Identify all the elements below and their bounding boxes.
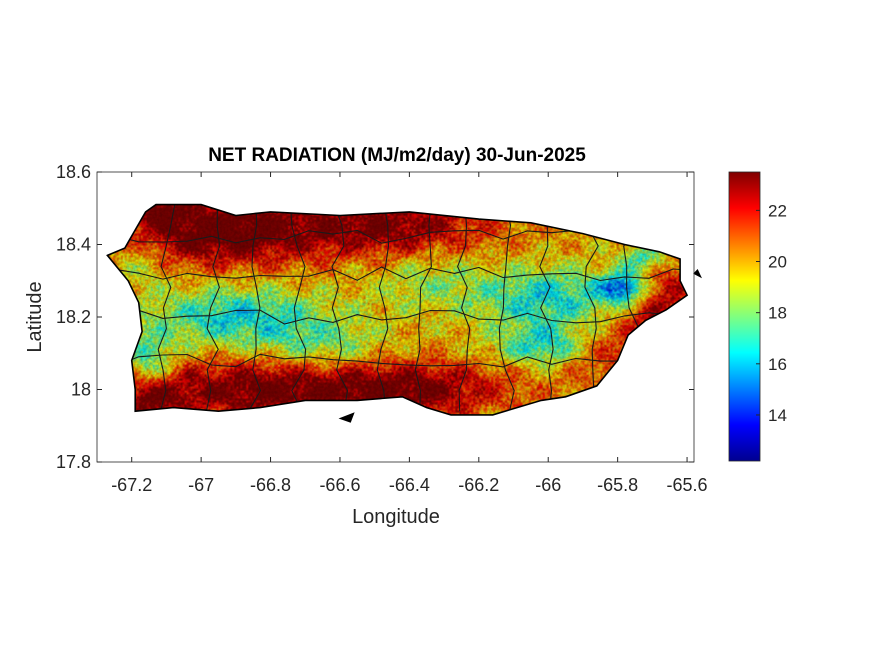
- x-tick-label: -65.6: [667, 475, 708, 495]
- colorbar-ticks: 14 16 18 20 22: [756, 201, 787, 425]
- municipality-borders: [114, 204, 688, 412]
- x-tick-label: -66.8: [250, 475, 291, 495]
- colorbar-tick-label: 16: [768, 355, 787, 374]
- y-tick-label: 18.6: [56, 162, 91, 182]
- map-title: NET RADIATION (MJ/m2/day) 30-Jun-2025: [208, 145, 586, 166]
- x-tick-label: -65.8: [597, 475, 638, 495]
- x-axis-ticks: -67.2 -67 -66.8 -66.6 -66.4 -66.2 -66 -65.8 -65.…: [111, 172, 708, 495]
- x-tick-label: -66.2: [458, 475, 499, 495]
- x-tick-label: -67: [188, 475, 214, 495]
- x-axis-label: Longitude: [352, 506, 440, 528]
- border-line-ew-1: [114, 309, 688, 325]
- colorbar-tick-label: 18: [768, 304, 787, 323]
- islet-1: [693, 269, 702, 279]
- colorbar-tick-label: 14: [768, 406, 787, 425]
- y-tick-label: 18.2: [56, 307, 91, 327]
- border-line-ns-10: [584, 204, 599, 412]
- border-line-ns-9: [539, 204, 554, 412]
- colorbar: [728, 171, 761, 462]
- colorbar-tick-label: 22: [768, 201, 787, 220]
- y-axis-ticks: 17.8 18 18.2 18.4 18.6: [56, 162, 694, 472]
- colorbar-tick-label: 20: [768, 253, 787, 272]
- border-line-ns-0: [157, 204, 176, 412]
- border-line-ns-6: [414, 204, 432, 412]
- border-line-ns-7: [457, 204, 471, 412]
- x-tick-label: -67.2: [111, 475, 152, 495]
- border-line-ns-1: [205, 204, 221, 412]
- y-axis-label: Latitude: [24, 281, 46, 352]
- border-line-ns-3: [290, 204, 307, 412]
- x-tick-label: -66: [535, 475, 561, 495]
- border-line-ew-0: [114, 353, 688, 368]
- y-tick-label: 18: [71, 380, 91, 400]
- border-line-ns-5: [376, 204, 390, 412]
- border-line-ew-2: [114, 266, 688, 282]
- x-tick-label: -66.4: [389, 475, 430, 495]
- border-line-ns-4: [331, 204, 349, 412]
- island-outline: [106, 203, 689, 416]
- y-tick-label: 18.4: [56, 235, 91, 255]
- islets: [338, 269, 702, 423]
- y-tick-label: 17.8: [56, 452, 91, 472]
- x-tick-label: -66.6: [319, 475, 360, 495]
- islet-0: [338, 412, 355, 423]
- border-line-ns-8: [498, 204, 515, 412]
